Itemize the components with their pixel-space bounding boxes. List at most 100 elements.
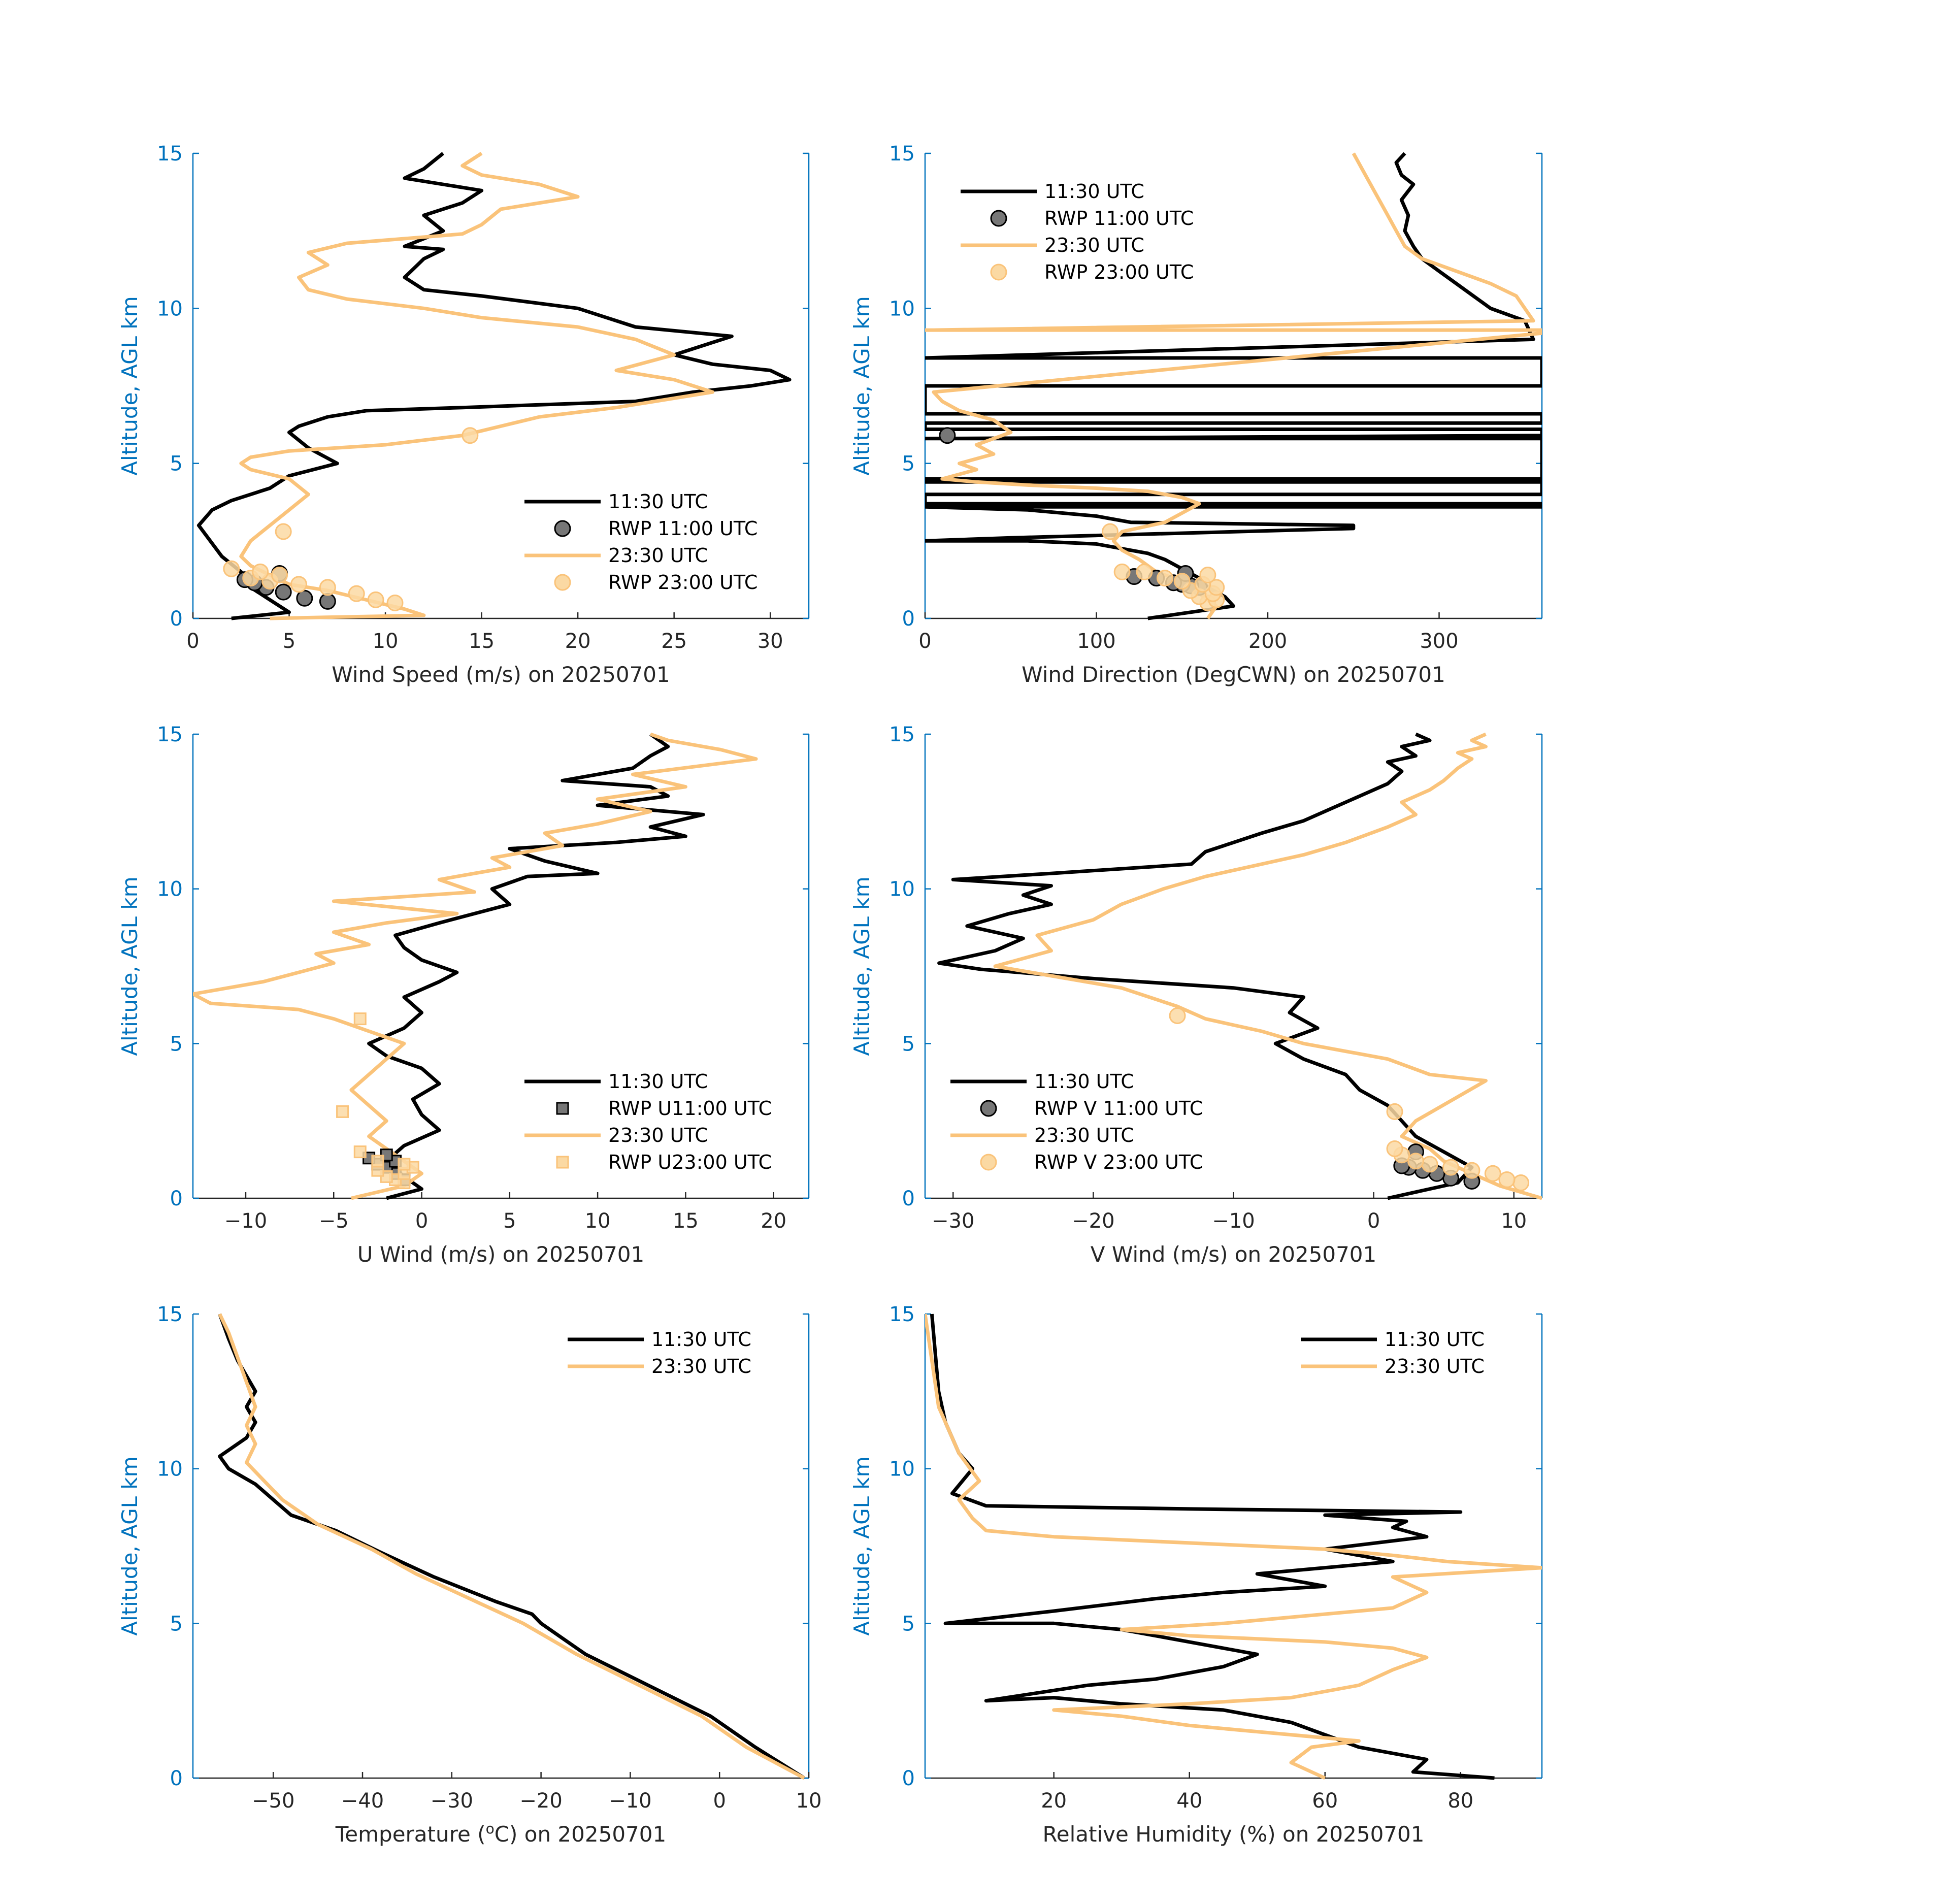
rwp-point	[1199, 567, 1216, 584]
x-tick-label: 25	[661, 630, 687, 653]
y-axis-label: Altitude, AGL km	[849, 296, 874, 475]
chart-wspd: 0 5 10 15 0 5 10 15 20 25 30 Wind Speed (m/s) on 20…	[117, 142, 810, 687]
rwp-point	[271, 567, 288, 584]
x-tick-label: −40	[341, 1789, 384, 1813]
y-tick-label: 10	[889, 297, 915, 320]
series-line-1	[925, 152, 1542, 620]
legend-label: RWP V 23:00 UTC	[1034, 1151, 1203, 1173]
plot-area	[925, 152, 1542, 620]
x-tick-label: 30	[758, 630, 783, 653]
legend-marker	[554, 520, 571, 537]
y-tick-label: 5	[170, 452, 183, 476]
y-axis-label: Altitude, AGL km	[849, 876, 874, 1056]
x-tick-label: 10	[796, 1789, 822, 1813]
y-tick-label: 5	[170, 1032, 183, 1056]
rwp-point	[386, 594, 404, 611]
legend: 11:30 UTC 23:30 UTC	[1301, 1328, 1485, 1377]
y-tick-label: 5	[170, 1612, 183, 1635]
x-tick-label: −20	[1072, 1209, 1114, 1233]
x-tick-label: 15	[673, 1209, 699, 1233]
x-tick-label: 0	[918, 630, 931, 653]
rwp-point	[1386, 1140, 1403, 1158]
legend-marker	[980, 1100, 997, 1117]
x-axis-label: Temperature (oC) on 20250701	[335, 1820, 666, 1847]
rwp-point	[398, 1158, 411, 1171]
legend-label: RWP 11:00 UTC	[608, 517, 758, 540]
series-line-2	[925, 1314, 1542, 1780]
x-tick-label: 0	[186, 630, 199, 653]
y-axis-label: Altitude, AGL km	[849, 1456, 874, 1635]
y-tick-label: 15	[157, 1303, 183, 1326]
rwp-point	[1157, 570, 1173, 587]
rwp-point	[252, 563, 269, 580]
series-line-1	[196, 152, 792, 620]
legend: 11:30 UTC RWP U11:00 UTC 23:30 UTC RWP U23:…	[524, 1070, 772, 1173]
rwp-point	[462, 427, 479, 444]
x-tick-label: −30	[932, 1209, 974, 1233]
plot-area	[218, 1313, 806, 1780]
rwp-point	[1173, 573, 1191, 590]
series-line-2	[925, 152, 1542, 619]
series-line-1	[367, 733, 705, 1200]
rwp-point	[319, 579, 336, 596]
rwp-point	[353, 1145, 367, 1159]
legend-marker	[556, 1156, 569, 1169]
legend: 11:30 UTC RWP 11:00 UTC 23:30 UTC RWP 23:00…	[524, 490, 758, 594]
legend-label: 23:30 UTC	[608, 544, 708, 567]
x-tick-label: 100	[1077, 630, 1115, 653]
rwp-point	[296, 589, 313, 607]
chart-wdir: 0 5 10 15 0 100 200 300 Wind Direction (DegCWN) …	[849, 142, 1543, 687]
legend: 11:30 UTC 23:30 UTC	[568, 1328, 751, 1377]
rwp-point	[1386, 1103, 1403, 1120]
rwp-point	[1136, 563, 1153, 580]
y-tick-label: 5	[902, 1612, 915, 1635]
x-tick-label: −10	[224, 1209, 267, 1233]
y-tick-label: 0	[902, 1767, 915, 1790]
y-tick-label: 0	[902, 607, 915, 631]
rwp-point	[1169, 1007, 1186, 1024]
x-axis-label: Relative Humidity (%) on 20250701	[1043, 1822, 1425, 1847]
legend-label: 11:30 UTC	[1044, 180, 1144, 203]
legend-label: 23:30 UTC	[1034, 1124, 1134, 1146]
legend-marker	[554, 574, 571, 591]
legend-marker	[980, 1154, 997, 1171]
legend-label: 11:30 UTC	[608, 1070, 708, 1093]
rwp-point	[371, 1155, 384, 1168]
y-axis-label: Altitude, AGL km	[117, 296, 142, 475]
legend-label: RWP 23:00 UTC	[1044, 261, 1194, 283]
rwp-point	[1421, 1156, 1438, 1173]
series-line-2	[239, 152, 714, 620]
x-tick-label: −30	[431, 1789, 473, 1813]
y-tick-label: 5	[902, 452, 915, 476]
rwp-point	[1113, 563, 1131, 580]
series-line-1	[930, 1314, 1495, 1780]
legend-marker	[990, 264, 1007, 281]
plot-area	[925, 1314, 1542, 1780]
y-tick-label: 0	[902, 1187, 915, 1210]
y-tick-label: 15	[889, 723, 915, 746]
y-tick-label: 10	[157, 297, 183, 320]
x-axis-label: Wind Direction (DegCWN) on 20250701	[1022, 662, 1445, 687]
y-tick-label: 15	[889, 142, 915, 166]
legend-label: 11:30 UTC	[651, 1328, 751, 1351]
rwp-points-2	[336, 1012, 419, 1190]
chart-uwind: 0 5 10 15 −10 −5 0 5 10 15 20 U Wind (m/s) on 20250…	[117, 723, 810, 1267]
y-tick-label: 15	[889, 1303, 915, 1326]
rwp-point	[1498, 1171, 1516, 1188]
x-tick-label: −10	[609, 1789, 651, 1813]
y-tick-label: 10	[157, 878, 183, 901]
y-tick-label: 5	[902, 1032, 915, 1056]
chart-temp: 0 5 10 15 −50 −40 −30 −20 −10 0 10 Temperature (oC)…	[117, 1303, 821, 1847]
chart-rh: 0 5 10 15 20 40 60 80 Relative Humidity (%) on 2…	[849, 1303, 1543, 1847]
legend: 11:30 UTC RWP V 11:00 UTC 23:30 UTC RWP V 2…	[950, 1070, 1203, 1173]
legend-label: 11:30 UTC	[1385, 1328, 1485, 1351]
legend-label: RWP 23:00 UTC	[608, 571, 758, 594]
rwp-point	[319, 593, 336, 610]
x-tick-label: 10	[585, 1209, 611, 1233]
x-tick-label: 0	[415, 1209, 428, 1233]
x-axis-label: Wind Speed (m/s) on 20250701	[332, 662, 670, 687]
rwp-point	[1512, 1174, 1530, 1192]
x-tick-label: 300	[1420, 630, 1458, 653]
series-line-2	[993, 732, 1542, 1200]
x-tick-label: −20	[519, 1789, 562, 1813]
